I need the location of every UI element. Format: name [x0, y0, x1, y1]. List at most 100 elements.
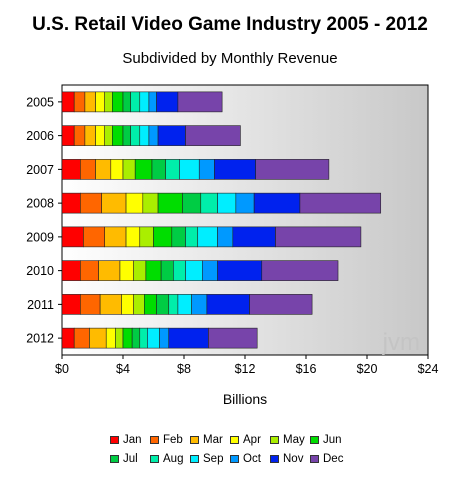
legend-swatch — [110, 436, 119, 444]
bar-segment-2006-sep — [139, 125, 150, 146]
bar-segment-2005-aug — [130, 91, 141, 113]
bar-segment-2008-oct — [235, 192, 255, 214]
bar-segment-2008-feb — [80, 192, 102, 214]
bar-segment-2010-nov — [217, 260, 263, 281]
bar-segment-2008-may — [142, 192, 159, 214]
bar-segment-2007-oct — [198, 159, 215, 180]
bar-segment-2009-nov — [232, 226, 276, 248]
bar-segment-2005-feb — [73, 91, 86, 113]
x-tick-label: $0 — [55, 362, 69, 376]
legend-swatch — [230, 455, 239, 463]
legend-label: Jun — [323, 434, 342, 446]
bar-segment-2012-jan — [61, 327, 75, 349]
legend-label: May — [283, 434, 305, 446]
legend-label: Jul — [123, 453, 138, 465]
bar-segment-2011-mar — [99, 294, 122, 315]
bar-segment-2012-oct — [159, 327, 170, 349]
bar-segment-2009-mar — [104, 226, 127, 248]
watermark: jvm — [382, 329, 420, 356]
legend-swatch — [150, 455, 159, 463]
bar-segment-2009-sep — [197, 226, 218, 248]
bar-segment-2012-aug — [139, 327, 148, 349]
x-tick-label: $8 — [177, 362, 191, 376]
bar-segment-2009-may — [139, 226, 154, 248]
bar-segment-2010-aug — [173, 260, 186, 281]
legend-label: Mar — [203, 434, 223, 446]
bar-segment-2010-apr — [119, 260, 134, 281]
bar-segment-2009-jan — [61, 226, 84, 248]
legend-swatch — [190, 455, 199, 463]
bar-segment-2012-nov — [168, 327, 209, 349]
y-tick-label: 2007 — [26, 163, 54, 177]
legend-swatch — [310, 455, 319, 463]
bar-segment-2005-jul — [122, 91, 131, 113]
bar-segment-2012-apr — [105, 327, 116, 349]
bar-segment-2007-sep — [179, 159, 200, 180]
bar-segment-2006-dec — [185, 125, 241, 146]
bar-segment-2006-mar — [84, 125, 96, 146]
bar-segment-2009-jul — [171, 226, 186, 248]
bar-segment-2010-feb — [80, 260, 99, 281]
bar-segment-2007-feb — [80, 159, 96, 180]
stacked-bar-chart: jvm 2005 2006 2007 2008 2009 2010 2011 2012 $0 $… — [26, 84, 438, 376]
bar-segment-2011-dec — [249, 294, 313, 315]
bar-segment-2007-jun — [134, 159, 153, 180]
y-tick-label: 2006 — [26, 129, 54, 143]
bar-segment-2005-jan — [61, 91, 75, 113]
bar-segment-2010-oct — [202, 260, 218, 281]
bar-segment-2009-apr — [125, 226, 141, 248]
bar-segment-2006-jun — [112, 125, 124, 146]
bar-segment-2011-jul — [156, 294, 170, 315]
y-tick-label: 2005 — [26, 95, 54, 109]
x-tick-label: $4 — [116, 362, 130, 376]
bar-segment-2005-may — [104, 91, 113, 113]
bar-segment-2011-may — [133, 294, 145, 315]
bar-segment-2008-jun — [157, 192, 183, 214]
bar-segment-2006-jan — [61, 125, 75, 146]
bar-segment-2010-jan — [61, 260, 81, 281]
bar-segment-2012-jul — [131, 327, 141, 349]
chart-title: U.S. Retail Video Game Industry 2005 - 2… — [32, 14, 428, 35]
x-tick-label: $16 — [296, 362, 317, 376]
x-tick-label: $12 — [235, 362, 256, 376]
bar-segment-2008-dec — [299, 192, 382, 214]
legend-label: Dec — [323, 453, 344, 465]
y-tick-label: 2011 — [27, 298, 54, 312]
bar-segment-2007-apr — [110, 159, 124, 180]
bar-segment-2008-mar — [101, 192, 127, 214]
legend-swatch — [310, 436, 319, 444]
bar-segment-2009-dec — [275, 226, 362, 248]
bar-segment-2011-feb — [80, 294, 101, 315]
bar-segment-2009-aug — [185, 226, 199, 248]
bar-segment-2007-aug — [165, 159, 180, 180]
legend-label: Nov — [283, 453, 304, 465]
bar-segment-2006-jul — [122, 125, 131, 146]
bar-segment-2005-oct — [148, 91, 157, 113]
legend-swatch — [150, 436, 159, 444]
legend-row: Jul Aug Sep Oct Nov Dec — [0, 452, 460, 466]
y-tick-label: 2010 — [26, 264, 54, 278]
bar-segment-2007-nov — [214, 159, 256, 180]
bar-segment-2007-jan — [61, 159, 81, 180]
bar-segment-2006-nov — [157, 125, 186, 146]
bar-segment-2008-jul — [182, 192, 202, 214]
legend-swatch — [270, 455, 279, 463]
bar-segment-2005-dec — [177, 91, 223, 113]
bar-segment-2011-apr — [121, 294, 134, 315]
bar-segment-2011-nov — [206, 294, 250, 315]
legend-swatch — [190, 436, 199, 444]
bar-segment-2006-may — [104, 125, 113, 146]
bar-segment-2010-mar — [98, 260, 121, 281]
bar-segment-2010-dec — [261, 260, 339, 281]
bar-segment-2012-feb — [73, 327, 90, 349]
bar-segment-2006-feb — [73, 125, 86, 146]
bar-segment-2011-aug — [168, 294, 179, 315]
bar-segment-2011-oct — [191, 294, 208, 315]
bar-segment-2009-jun — [153, 226, 173, 248]
bar-segment-2007-dec — [255, 159, 330, 180]
legend-label: Oct — [243, 453, 261, 465]
legend-label: Apr — [243, 434, 261, 446]
bar-segment-2009-oct — [217, 226, 234, 248]
legend-label: Feb — [163, 434, 183, 446]
legend-swatch — [110, 455, 119, 463]
